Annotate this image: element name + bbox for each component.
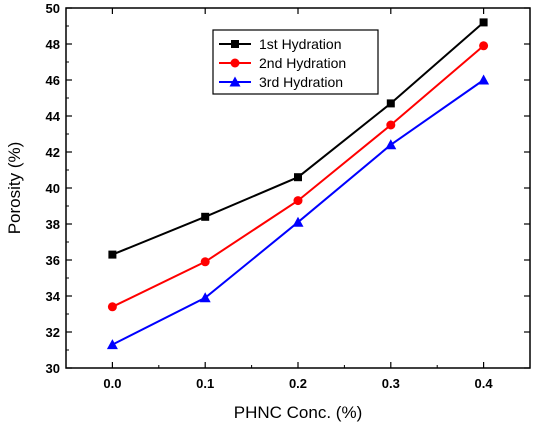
data-point-series-2	[386, 120, 396, 130]
y-tick-label: 50	[46, 1, 60, 16]
y-tick-label: 42	[46, 145, 60, 160]
data-point-series-1	[386, 99, 395, 108]
x-tick-label: 0.2	[289, 376, 307, 391]
legend-marker-3	[229, 76, 241, 87]
y-tick-label: 44	[46, 109, 61, 124]
x-tick-label: 0.3	[382, 376, 400, 391]
legend-marker-1	[231, 40, 239, 48]
data-point-series-3	[106, 339, 118, 350]
data-point-series-2	[200, 257, 210, 267]
y-tick-label: 48	[46, 37, 60, 52]
y-tick-label: 30	[46, 361, 60, 376]
x-tick-label: 0.4	[475, 376, 494, 391]
y-tick-label: 32	[46, 325, 60, 340]
y-axis-title: Porosity (%)	[5, 142, 24, 235]
legend-label-3: 3rd Hydration	[259, 74, 343, 90]
data-point-series-1	[294, 173, 302, 182]
y-tick-label: 46	[46, 73, 60, 88]
data-point-series-3	[385, 139, 397, 150]
y-tick-label: 38	[46, 217, 60, 232]
legend-label-1: 1st Hydration	[259, 36, 341, 52]
data-point-series-2	[479, 41, 489, 51]
data-point-series-2	[293, 196, 303, 206]
data-point-series-2	[107, 302, 117, 312]
data-point-series-1	[479, 18, 488, 27]
data-point-series-3	[199, 292, 211, 303]
data-point-series-1	[201, 212, 210, 221]
y-tick-label: 40	[46, 181, 60, 196]
y-tick-label: 36	[46, 253, 60, 268]
data-point-series-1	[108, 250, 117, 259]
y-tick-label: 34	[46, 289, 61, 304]
x-axis-title: PHNC Conc. (%)	[234, 403, 362, 422]
legend-marker-2	[230, 58, 240, 68]
data-point-series-3	[478, 74, 490, 85]
data-point-series-3	[292, 216, 304, 227]
x-tick-label: 0.0	[103, 376, 121, 391]
x-tick-label: 0.1	[196, 376, 214, 391]
legend-label-2: 2nd Hydration	[259, 55, 346, 71]
